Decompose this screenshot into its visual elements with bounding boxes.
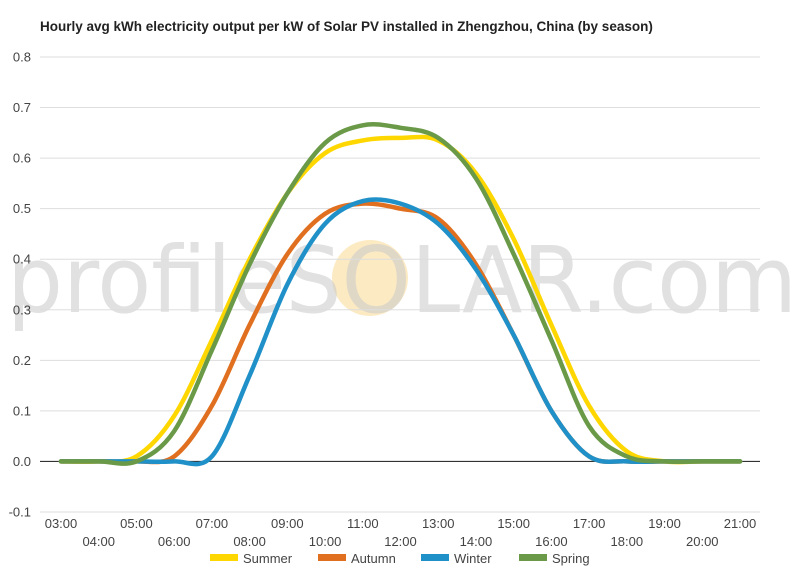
legend-item-winter: Winter [421, 551, 492, 566]
legend-label: Winter [454, 551, 492, 566]
x-tick-label: 20:00 [686, 534, 719, 549]
series-line-spring [58, 122, 743, 466]
watermark: profileSOLAR.com [7, 227, 797, 334]
series-line-summer [58, 134, 743, 465]
y-axis: -0.1 0.0 0.1 0.2 0.3 0.4 0.5 0.6 0.7 0.8 [9, 50, 31, 520]
y-tick-label: 0.3 [13, 302, 31, 317]
x-tick-label: 03:00 [45, 516, 78, 531]
x-tick-label: 19:00 [648, 516, 681, 531]
x-tick-label: 04:00 [82, 534, 115, 549]
series-line-winter [58, 197, 743, 467]
chart-title: Hourly avg kWh electricity output per kW… [40, 19, 653, 34]
legend: Summer Autumn Winter Spring [210, 551, 590, 566]
legend-label: Autumn [351, 551, 396, 566]
x-tick-label: 08:00 [233, 534, 266, 549]
legend-item-spring: Spring [519, 551, 590, 566]
x-tick-label: 06:00 [158, 534, 191, 549]
x-tick-label: 15:00 [497, 516, 530, 531]
y-tick-label: 0.6 [13, 151, 31, 166]
x-axis: 03:00 04:00 05:00 06:00 07:00 08:00 09:00 10:00… [45, 516, 757, 549]
x-tick-label: 14:00 [460, 534, 493, 549]
legend-item-summer: Summer [210, 551, 293, 566]
y-tick-label: 0.7 [13, 100, 31, 115]
legend-swatch [421, 554, 449, 561]
y-tick-label: 0.2 [13, 353, 31, 368]
series-lines [58, 122, 743, 467]
legend-swatch [318, 554, 346, 561]
x-tick-label: 18:00 [611, 534, 644, 549]
y-tick-label: 0.8 [13, 50, 31, 65]
x-tick-label: 09:00 [271, 516, 304, 531]
y-tick-label: 0.1 [13, 403, 31, 418]
y-tick-label: 0.5 [13, 201, 31, 216]
legend-label: Summer [243, 551, 293, 566]
legend-swatch [210, 554, 238, 561]
x-tick-label: 16:00 [535, 534, 568, 549]
legend-swatch [519, 554, 547, 561]
legend-label: Spring [552, 551, 590, 566]
x-tick-label: 12:00 [384, 534, 417, 549]
x-tick-label: 10:00 [309, 534, 342, 549]
watermark-text: profileSOLAR.com [7, 227, 797, 334]
x-tick-label: 13:00 [422, 516, 455, 531]
x-tick-label: 11:00 [347, 516, 379, 531]
y-tick-label: -0.1 [9, 505, 31, 520]
x-tick-label: 21:00 [724, 516, 757, 531]
x-tick-label: 07:00 [196, 516, 229, 531]
x-tick-label: 17:00 [573, 516, 606, 531]
x-tick-label: 05:00 [120, 516, 153, 531]
y-tick-label: 0.4 [13, 252, 31, 267]
y-tick-label: 0.0 [13, 454, 31, 469]
legend-item-autumn: Autumn [318, 551, 396, 566]
